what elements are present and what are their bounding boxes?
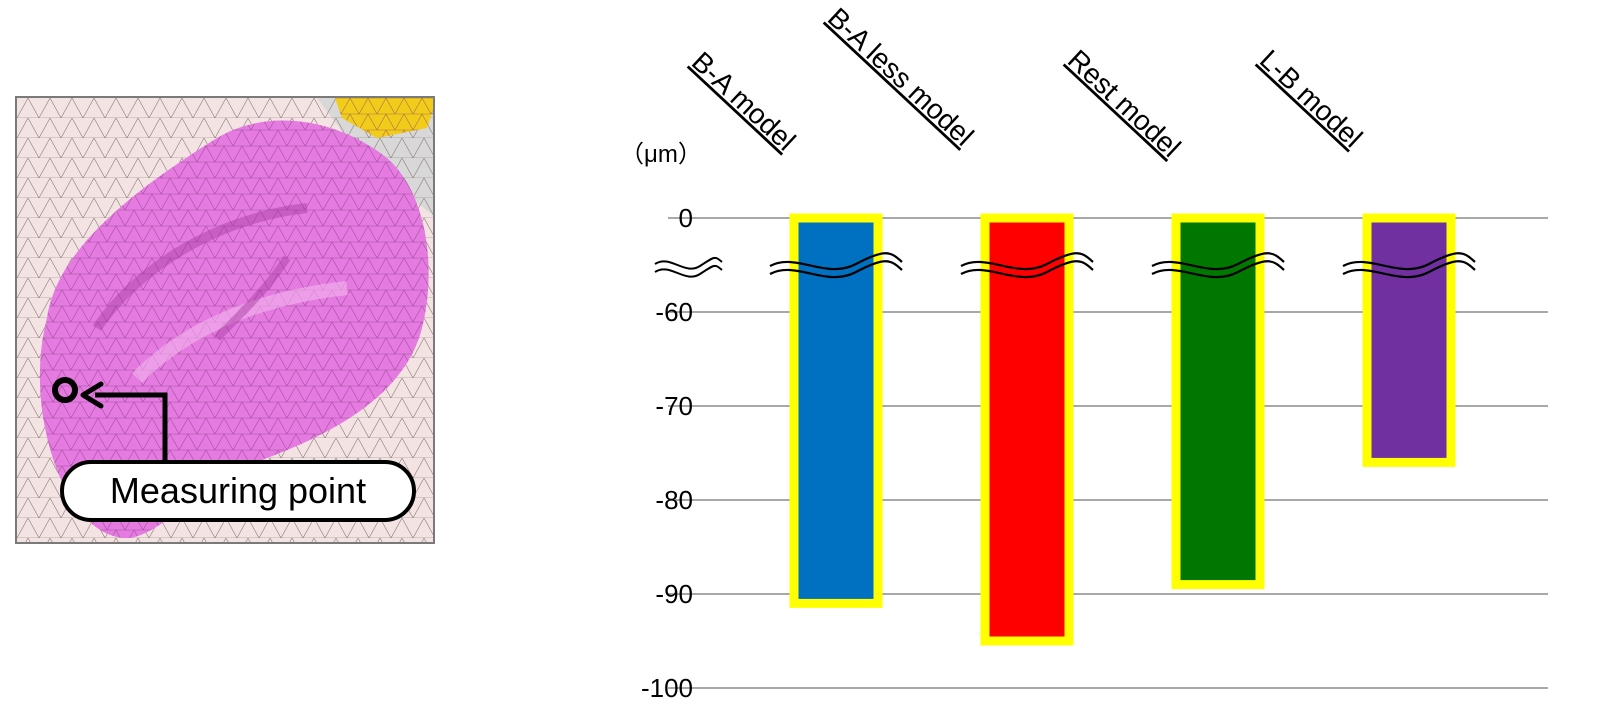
bar-break-mark: [1342, 252, 1476, 279]
bar-rect: [1362, 213, 1456, 467]
bar-4: [1342, 213, 1476, 467]
bar-break-mark: [960, 252, 1094, 279]
bar-1: [769, 213, 903, 608]
y-tick-label: -100: [641, 673, 693, 703]
category-label: L-B model: [1254, 44, 1368, 154]
bar-rect: [980, 213, 1074, 646]
category-label: Rest model: [1062, 44, 1187, 163]
bar-2: [960, 213, 1094, 646]
bar-3: [1151, 213, 1285, 590]
y-tick-label: 0: [679, 203, 693, 233]
measuring-point-marker: [52, 377, 78, 403]
bar-break-mark: [769, 252, 903, 279]
y-tick-label: -90: [655, 579, 693, 609]
bar-rect: [789, 213, 883, 608]
measuring-point-label: Measuring point: [60, 460, 416, 522]
bar-break-mark: [1151, 252, 1285, 279]
y-tick-label: -60: [655, 297, 693, 327]
axis-break-mark: [654, 256, 723, 278]
category-label: B-A model: [686, 46, 802, 157]
y-unit-label: （μm）: [620, 141, 702, 168]
y-tick-label: -70: [655, 391, 693, 421]
bar-rect: [1171, 213, 1265, 590]
y-tick-label: -80: [655, 485, 693, 515]
category-label: B-A less model: [822, 2, 980, 152]
